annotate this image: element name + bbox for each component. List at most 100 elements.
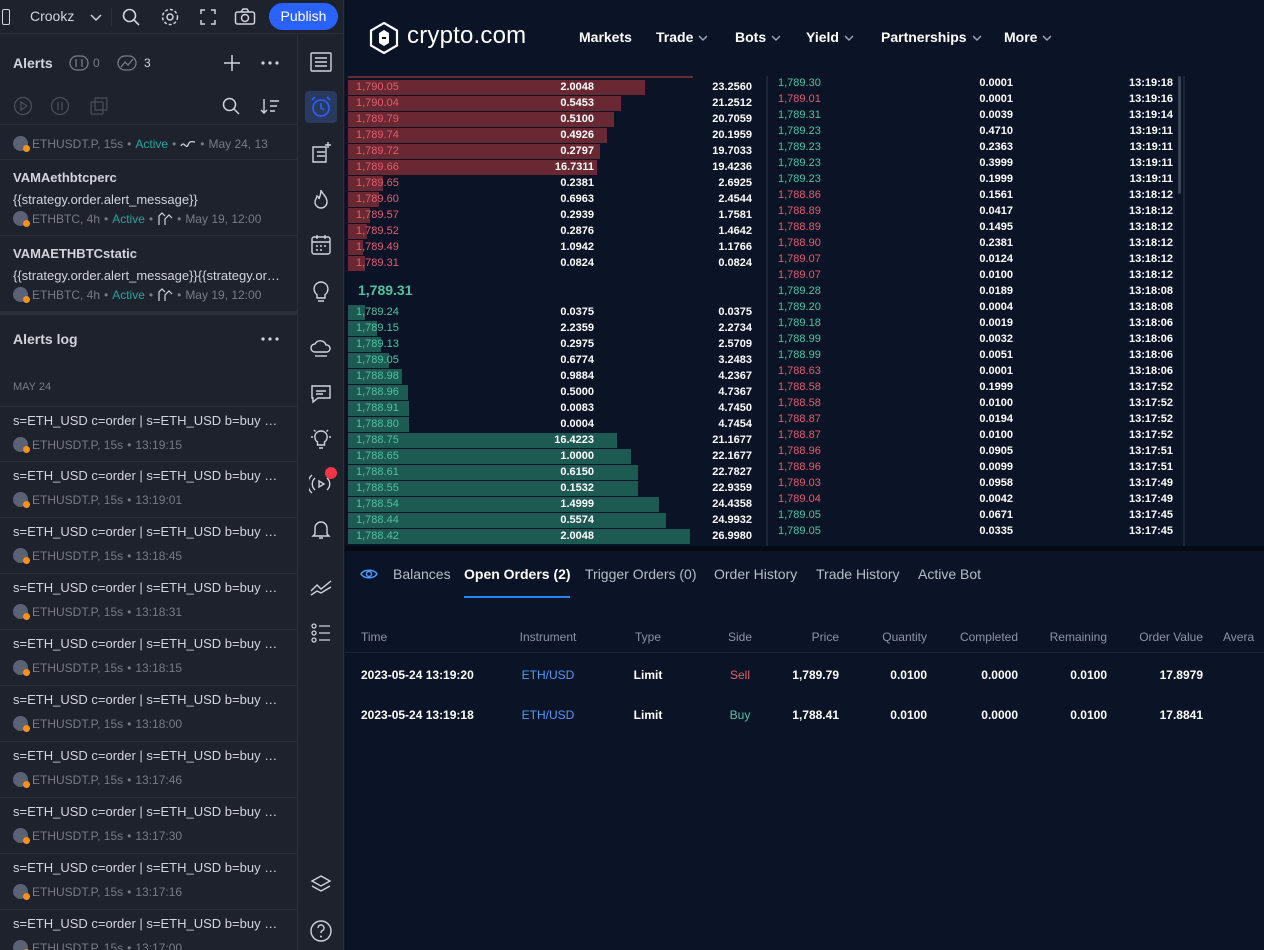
order-instrument[interactable]: ETH/USD [521, 708, 575, 722]
pause-icon[interactable] [50, 96, 70, 121]
alert-meta: ETHBTC, 4h • Active • • May 19, 12:00 [13, 211, 261, 227]
log-item[interactable]: s=ETH_USD c=order | s=ETH_USD b=buy q=0.… [0, 910, 297, 950]
log-item[interactable]: s=ETH_USD c=order | s=ETH_USD b=buy q=0.… [0, 406, 297, 462]
add-alert-icon[interactable] [222, 53, 242, 78]
order-row[interactable]: 2023-05-24 13:19:18 ETH/USD Limit Buy 1,788.… [345, 694, 1264, 734]
crypto-com-logo-icon[interactable] [369, 21, 399, 59]
bid-row[interactable]: 1,788.54 1.4999 24.4358 [348, 496, 764, 512]
help-icon[interactable] [305, 915, 337, 947]
ask-row[interactable]: 1,789.49 1.0942 1.1766 [348, 239, 764, 255]
log-item[interactable]: s=ETH_USD c=order | s=ETH_USD b=buy q=0.… [0, 854, 297, 910]
sidebar-toggle-icon[interactable] [2, 9, 10, 25]
nav-item-markets[interactable]: Markets [579, 29, 632, 45]
publish-button[interactable]: Publish [269, 3, 338, 30]
order-type: Limit [633, 708, 663, 722]
log-item[interactable]: s=ETH_USD c=order | s=ETH_USD b=buy q=0.… [0, 686, 297, 742]
log-item[interactable]: s=ETH_USD c=order | s=ETH_USD b=buy q=0.… [0, 574, 297, 630]
bid-row[interactable]: 1,788.91 0.0083 4.7450 [348, 400, 764, 416]
watchlist-icon[interactable] [305, 46, 337, 78]
alarm-clock-icon[interactable] [305, 91, 337, 123]
log-item[interactable]: s=ETH_USD c=order | s=ETH_USD b=buy q=0.… [0, 742, 297, 798]
tab-trade-history[interactable]: Trade History [816, 566, 900, 582]
nav-item-partnerships[interactable]: Partnerships [881, 29, 982, 45]
log-item[interactable]: s=ETH_USD c=order | s=ETH_USD b=buy q=0.… [0, 798, 297, 854]
bid-row[interactable]: 1,788.65 1.0000 22.1677 [348, 448, 764, 464]
nav-item-more[interactable]: More [1004, 29, 1052, 45]
log-item[interactable]: s=ETH_USD c=order | s=ETH_USD b=buy q=0.… [0, 462, 297, 518]
order-instrument[interactable]: ETH/USD [521, 668, 575, 682]
nav-item-trade[interactable]: Trade [656, 29, 708, 45]
tab-trigger-orders[interactable]: Trigger Orders (0) [585, 566, 697, 582]
log-meta: ETHUSDT.P, 15s • 13:17:00 [13, 940, 182, 950]
layers-icon[interactable] [305, 869, 337, 901]
tab-order-history[interactable]: Order History [714, 566, 798, 582]
sort-icon[interactable] [259, 96, 281, 121]
eye-icon[interactable] [360, 566, 378, 587]
bid-row[interactable]: 1,789.05 0.6774 3.2483 [348, 352, 764, 368]
alert-item[interactable]: ETHUSDT.P, 15s • Active • • May 24, 13 [0, 124, 297, 160]
bid-row[interactable]: 1,788.55 0.1532 22.9359 [348, 480, 764, 496]
search-alerts-icon[interactable] [221, 96, 241, 121]
alerts-triggered-icon[interactable] [116, 54, 138, 77]
notifications-bell-icon[interactable] [305, 513, 337, 545]
username[interactable]: Crookz [30, 8, 75, 24]
ask-row[interactable]: 1,789.31 0.0824 0.0824 [348, 255, 764, 271]
fullscreen-icon[interactable] [198, 7, 218, 27]
bid-row[interactable]: 1,788.80 0.0004 4.7454 [348, 416, 764, 432]
log-item[interactable]: s=ETH_USD c=order | s=ETH_USD b=buy q=0.… [0, 518, 297, 574]
bid-row[interactable]: 1,789.13 0.2975 2.5709 [348, 336, 764, 352]
calendar-icon[interactable] [305, 229, 337, 261]
ask-row[interactable]: 1,789.74 0.4926 20.1959 [348, 127, 764, 143]
nav-item-bots[interactable]: Bots [735, 29, 781, 45]
tab-open-orders[interactable]: Open Orders (2) [464, 566, 571, 582]
ask-row[interactable]: 1,789.65 0.2381 2.6925 [348, 175, 764, 191]
log-message: s=ETH_USD c=order | s=ETH_USD b=buy q=0.… [13, 748, 283, 763]
bid-row[interactable]: 1,789.24 0.0375 0.0375 [348, 304, 764, 320]
camera-icon[interactable] [234, 7, 256, 27]
bid-row[interactable]: 1,788.44 0.5574 24.9932 [348, 512, 764, 528]
ask-row[interactable]: 1,789.72 0.2797 19.7033 [348, 143, 764, 159]
search-icon[interactable] [121, 7, 141, 27]
data-window-icon[interactable] [305, 137, 337, 169]
ask-row[interactable]: 1,789.52 0.2876 1.4642 [348, 223, 764, 239]
chevron-down-icon[interactable] [86, 7, 106, 27]
tips-bulb-icon[interactable] [305, 423, 337, 455]
ask-row[interactable]: 1,790.04 0.5453 21.2512 [348, 95, 764, 111]
bid-row[interactable]: 1,789.15 2.2359 2.2734 [348, 320, 764, 336]
alert-item[interactable]: VAMAETHBTCstatic {{strategy.order.alert_… [0, 236, 297, 312]
tab-balances[interactable]: Balances [393, 566, 451, 582]
log-more-icon[interactable] [260, 329, 280, 354]
trade-price: 1,789.28 [778, 285, 821, 297]
broadcast-icon[interactable] [305, 467, 337, 500]
bid-row[interactable]: 1,788.98 0.9884 4.2367 [348, 368, 764, 384]
hotlist-flame-icon[interactable] [305, 184, 337, 216]
nav-item-yield[interactable]: Yield [806, 29, 854, 45]
more-icon[interactable] [260, 53, 280, 78]
bid-row[interactable]: 1,788.75 16.4223 21.1677 [348, 432, 764, 448]
ask-row[interactable]: 1,790.05 2.0048 23.2560 [348, 79, 764, 95]
dom-icon[interactable] [305, 617, 337, 649]
gear-icon[interactable] [160, 7, 180, 27]
order-row[interactable]: 2023-05-24 13:19:20 ETH/USD Limit Sell 1,789… [345, 654, 1264, 694]
tab-active-bot[interactable]: Active Bot [918, 566, 982, 582]
clone-icon[interactable] [89, 96, 109, 121]
alerts-active-icon[interactable] [68, 54, 90, 77]
bid-row[interactable]: 1,788.96 0.5000 4.7367 [348, 384, 764, 400]
order-price: 1,788.91 [356, 402, 399, 414]
order-value: 17.8979 [1159, 668, 1203, 682]
ask-row[interactable]: 1,789.79 0.5100 20.7059 [348, 111, 764, 127]
alert-item[interactable]: VAMAethbtcperc {{strategy.order.alert_me… [0, 160, 297, 236]
ask-row[interactable]: 1,789.57 0.2939 1.7581 [348, 207, 764, 223]
ideas-bulb-icon[interactable] [305, 276, 337, 308]
trading-panel-icon[interactable] [305, 571, 337, 603]
bid-row[interactable]: 1,788.42 2.0048 26.9980 [348, 528, 764, 544]
streams-cloud-icon[interactable] [305, 332, 337, 364]
ask-row[interactable]: 1,789.66 16.7311 19.4236 [348, 159, 764, 175]
trades-scrollbar[interactable] [1178, 76, 1181, 194]
chats-icon[interactable] [305, 378, 337, 410]
ask-row[interactable]: 1,789.60 0.6963 2.4544 [348, 191, 764, 207]
bid-row[interactable]: 1,788.61 0.6150 22.7827 [348, 464, 764, 480]
log-item[interactable]: s=ETH_USD c=order | s=ETH_USD b=buy q=0.… [0, 630, 297, 686]
logo-wordmark[interactable]: crypto.com [407, 22, 527, 49]
play-icon[interactable] [13, 96, 33, 121]
